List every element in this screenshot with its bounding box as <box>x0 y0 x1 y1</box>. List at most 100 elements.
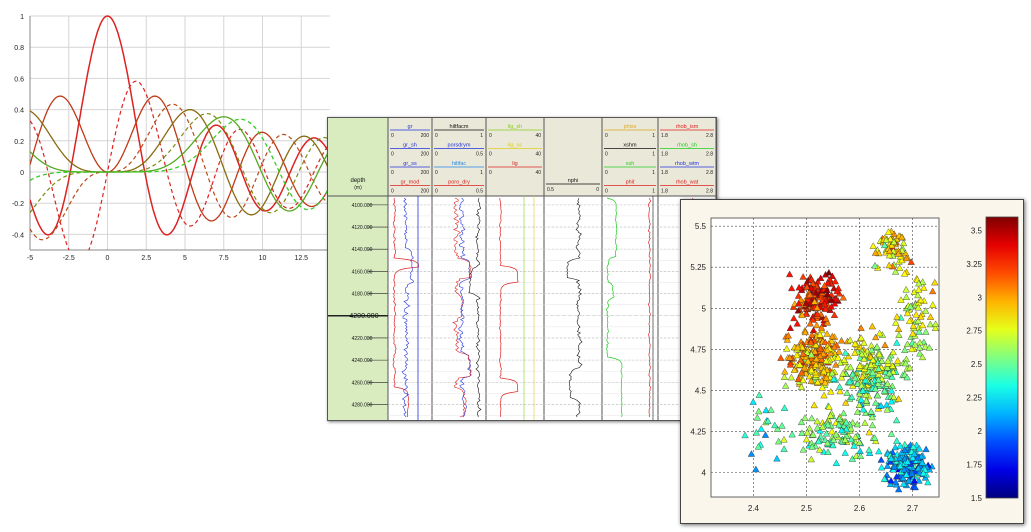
scatter-point <box>853 408 862 415</box>
scatter-point <box>794 375 803 382</box>
scatter-point <box>894 395 903 402</box>
scatter-point <box>794 292 803 299</box>
scatter-point <box>868 322 876 330</box>
scatter-point <box>885 369 893 377</box>
scatter-point <box>807 338 815 346</box>
scatter-point <box>868 346 876 354</box>
scatter-point <box>914 317 922 324</box>
scatter-point <box>780 404 789 411</box>
scatter-point <box>846 336 854 344</box>
scatter-point <box>884 228 893 235</box>
crossplot-y-tick-label: 4.75 <box>690 345 706 354</box>
scatter-point <box>823 318 832 326</box>
scatter-point <box>797 383 806 390</box>
scatter-point <box>867 407 875 415</box>
curve-max-label: 0.5 <box>476 152 483 158</box>
scatter-point <box>922 445 930 453</box>
scatter-point <box>843 389 851 396</box>
scatter-point <box>916 349 924 357</box>
scatter-point <box>822 305 830 312</box>
curve-name-lig_ss: lig_ss <box>508 143 522 149</box>
scatter-point <box>805 424 814 432</box>
curve-min-label: 0 <box>391 189 394 195</box>
scatter-point <box>780 373 789 380</box>
scatter-point <box>823 290 832 298</box>
scatter-point <box>754 443 762 450</box>
series-line-3 <box>30 95 330 222</box>
scatter-point <box>799 273 807 280</box>
scatter-point <box>836 383 844 390</box>
scatter-point <box>909 443 917 450</box>
scatter-point <box>831 299 839 307</box>
series-line-2 <box>30 80 330 250</box>
scatter-point <box>880 475 889 482</box>
crossplot-window[interactable]: 2.4 2.5 2.6 2.7 5.5 5.25 5 4.75 4.5 4.25 4 3.5 3.25 3… <box>680 199 1024 524</box>
curve-name-porsdrym: porsdrym <box>448 143 471 149</box>
scatter-point <box>822 374 831 381</box>
scatter-point <box>889 368 897 375</box>
scatter-point <box>910 450 919 457</box>
scatter-point <box>799 350 807 357</box>
scatter-point <box>902 359 910 367</box>
scatter-point <box>817 274 825 281</box>
scatter-point <box>797 418 806 425</box>
scatter-point <box>890 238 898 245</box>
curve-name-lig: lig <box>512 161 518 167</box>
scatter-point <box>830 436 838 443</box>
scatter-point <box>858 350 866 358</box>
curve-name-gr_mod: gr_mod <box>401 180 420 186</box>
scatter-point <box>881 241 889 249</box>
scatter-point <box>790 314 798 322</box>
scatter-point <box>903 340 912 348</box>
scatter-point <box>835 348 843 355</box>
colorbar-tick-label: 2.75 <box>966 327 982 336</box>
scatter-point <box>859 405 867 413</box>
scatter-point <box>814 437 823 445</box>
depth-tick-label: 4140.000 <box>352 247 373 253</box>
scatter-point <box>767 406 775 413</box>
scatter-point <box>887 476 895 484</box>
y-tick-label: -0.2 <box>12 201 24 208</box>
scatter-point <box>831 277 839 285</box>
curve-max-label: 2.8 <box>706 152 713 158</box>
scatter-point <box>775 437 783 445</box>
scatter-point <box>915 444 923 452</box>
curve-name-nphi: nphi <box>568 178 578 184</box>
series-line-4 <box>30 103 330 241</box>
scatter-point <box>841 436 849 443</box>
scatter-point <box>915 328 923 335</box>
scatter-point <box>813 424 822 431</box>
scatter-point <box>857 396 865 403</box>
colorbar-tick-label: 2.5 <box>971 360 983 369</box>
scatter-point <box>860 339 868 346</box>
scatter-point <box>894 357 902 364</box>
scatter-point <box>894 250 903 257</box>
scatter-point <box>790 366 799 373</box>
scatter-point <box>820 281 829 289</box>
scatter-point <box>840 356 848 363</box>
series-line-7 <box>30 116 330 212</box>
scatter-point <box>806 291 814 298</box>
well-log-window[interactable]: depth (m) gr 0 200 gr_sh 0 200 gr_ss 0 200 gr_mod 0 2… <box>327 117 717 421</box>
scatter-point <box>851 433 860 440</box>
log-curve-gr-mod <box>392 197 419 418</box>
scatter-point <box>887 454 895 462</box>
scatter-point <box>834 354 842 361</box>
scatter-point <box>781 367 789 375</box>
scatter-point <box>912 310 920 318</box>
scatter-point <box>826 412 835 419</box>
scatter-point <box>918 353 927 361</box>
curve-max-label: 40 <box>535 152 541 158</box>
scatter-point <box>898 233 906 241</box>
scatter-point <box>801 328 809 336</box>
y-tick-label: 1 <box>20 14 24 21</box>
scatter-point <box>886 480 895 487</box>
y-tick-label: 0.4 <box>14 108 24 115</box>
scatter-point <box>915 285 923 293</box>
curve-min-label: 1.8 <box>661 133 668 139</box>
scatter-point <box>853 420 861 428</box>
scatter-point <box>839 293 847 301</box>
scatter-point <box>805 372 813 380</box>
curve-min-label: 0 <box>489 152 492 158</box>
y-tick-label: 0.6 <box>14 76 24 83</box>
